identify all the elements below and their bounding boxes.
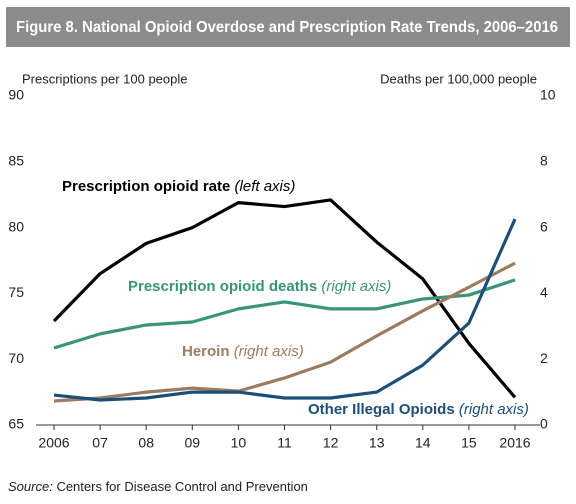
series-label: Prescription opioid rate (left axis) (62, 178, 295, 195)
series-label: Heroin (right axis) (182, 343, 304, 360)
y2-tick-label: 8 (540, 153, 548, 169)
source-text: Centers for Disease Control and Preventi… (56, 479, 307, 494)
x-tick-label: 15 (461, 435, 477, 451)
x-tick-label: 09 (185, 435, 201, 451)
series-line (53, 261, 516, 403)
series-axis-note: (right axis) (234, 343, 304, 360)
series-name: Other Illegal Opioids (308, 401, 455, 418)
series-name: Prescription opioid rate (62, 178, 230, 195)
source-label: Source: (8, 479, 53, 494)
y-tick-label: 85 (8, 153, 24, 169)
title-bar (6, 7, 570, 47)
y-tick-label: 75 (8, 284, 24, 300)
y2-axis-title: Deaths per 100,000 people (380, 71, 537, 86)
series-label: Other Illegal Opioids (right axis) (308, 401, 529, 418)
y-tick-label: 80 (8, 218, 24, 234)
y-axis-title: Prescriptions per 100 people (22, 71, 188, 86)
series-axis-note: (right axis) (321, 278, 391, 295)
y2-tick-label: 10 (540, 87, 556, 103)
series-line (52, 198, 517, 399)
y-tick-label: 90 (8, 87, 24, 103)
x-tick-label: 08 (138, 435, 154, 451)
x-tick-label: 10 (231, 435, 247, 451)
series-line (53, 218, 517, 402)
y-tick-label: 70 (8, 350, 24, 366)
y2-tick-label: 0 (540, 416, 548, 432)
series-axis-note: (right axis) (459, 401, 529, 418)
series-name: Prescription opioid deaths (128, 278, 317, 295)
x-tick-label: 2006 (38, 435, 69, 451)
series-name: Heroin (182, 343, 230, 360)
x-tick-label: 14 (415, 435, 431, 451)
series-line (53, 278, 516, 350)
series-axis-note: (left axis) (235, 178, 296, 195)
chart-title: Figure 8. National Opioid Overdose and P… (16, 19, 558, 36)
y2-tick-label: 6 (540, 218, 548, 234)
x-tick-label: 13 (369, 435, 385, 451)
y2-tick-label: 2 (540, 350, 548, 366)
y-tick-label: 65 (8, 416, 24, 432)
x-tick-label: 12 (323, 435, 339, 451)
x-tick-label: 07 (92, 435, 108, 451)
x-tick-label: 11 (277, 435, 292, 451)
y2-tick-label: 4 (540, 284, 548, 300)
series-label: Prescription opioid deaths (right axis) (128, 278, 391, 295)
source: Source: Centers for Disease Control and … (8, 479, 308, 494)
x-tick-label: 2016 (499, 435, 530, 451)
